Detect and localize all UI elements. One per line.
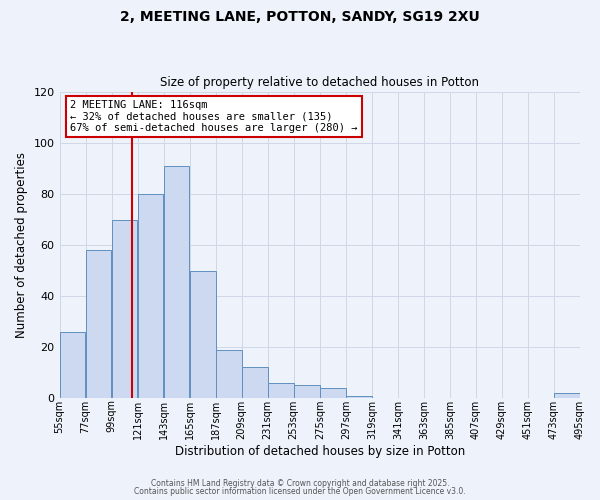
Text: 2, MEETING LANE, POTTON, SANDY, SG19 2XU: 2, MEETING LANE, POTTON, SANDY, SG19 2XU bbox=[120, 10, 480, 24]
Bar bbox=[346, 396, 371, 398]
Bar bbox=[164, 166, 190, 398]
Bar bbox=[242, 368, 268, 398]
Bar bbox=[190, 270, 215, 398]
Bar bbox=[138, 194, 163, 398]
Bar bbox=[86, 250, 112, 398]
Y-axis label: Number of detached properties: Number of detached properties bbox=[15, 152, 28, 338]
Text: Contains HM Land Registry data © Crown copyright and database right 2025.: Contains HM Land Registry data © Crown c… bbox=[151, 478, 449, 488]
Bar bbox=[216, 350, 242, 398]
Bar bbox=[112, 220, 137, 398]
X-axis label: Distribution of detached houses by size in Potton: Distribution of detached houses by size … bbox=[175, 444, 465, 458]
Text: Contains public sector information licensed under the Open Government Licence v3: Contains public sector information licen… bbox=[134, 487, 466, 496]
Title: Size of property relative to detached houses in Potton: Size of property relative to detached ho… bbox=[160, 76, 479, 90]
Bar bbox=[268, 383, 293, 398]
Bar bbox=[294, 386, 320, 398]
Bar bbox=[320, 388, 346, 398]
Text: 2 MEETING LANE: 116sqm
← 32% of detached houses are smaller (135)
67% of semi-de: 2 MEETING LANE: 116sqm ← 32% of detached… bbox=[70, 100, 358, 133]
Bar bbox=[554, 393, 580, 398]
Bar bbox=[60, 332, 85, 398]
